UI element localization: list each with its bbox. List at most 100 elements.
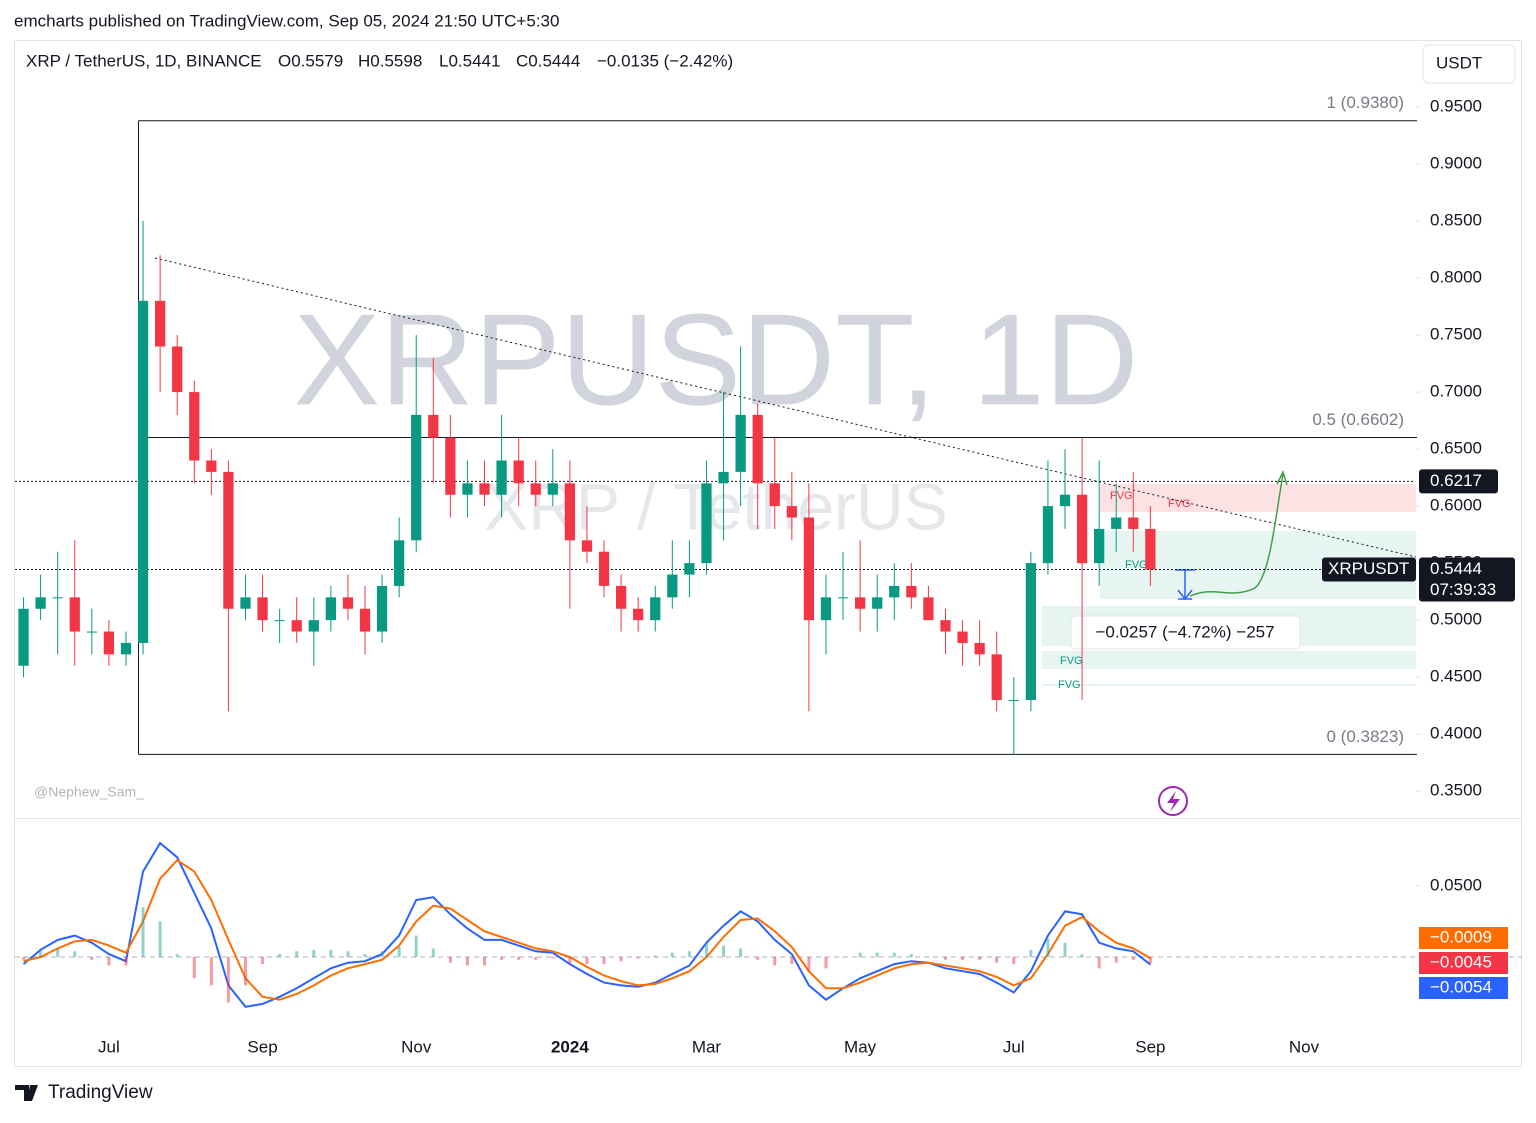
x-tick-label: Nov (1289, 1037, 1320, 1056)
countdown: 07:39:33 (1430, 580, 1496, 599)
histogram-bar (961, 956, 965, 960)
histogram-bar (892, 952, 896, 957)
candle-body (650, 597, 661, 621)
y-tick-label: 0.4500 (1430, 667, 1482, 686)
histogram-bar (243, 956, 247, 986)
currency[interactable]: USDT (1436, 53, 1482, 72)
ohlc-high: H0.5598 (358, 51, 422, 70)
histogram-bar (90, 956, 94, 960)
ohlc-low: L0.5441 (439, 51, 500, 70)
author: @Nephew_Sam_ (34, 784, 144, 800)
candle-body (69, 597, 80, 632)
histogram-bar (1131, 956, 1135, 960)
histogram-bar (1063, 942, 1067, 957)
histogram-bar (687, 951, 691, 957)
histogram-bar (739, 948, 743, 957)
candle-body (633, 608, 644, 621)
candle-body (957, 631, 968, 643)
candle-body (598, 551, 610, 586)
y-tick-label: 0.7500 (1430, 325, 1482, 344)
histogram-bar (551, 956, 555, 959)
candle-body (906, 585, 917, 598)
histogram-bar (158, 921, 162, 957)
histogram-bar (124, 956, 128, 966)
candle-body (257, 597, 268, 621)
x-tick-label: Mar (692, 1037, 722, 1056)
candle-body (769, 483, 780, 507)
x-tick-label: Nov (401, 1037, 432, 1056)
indicator-tag-label: −0.0009 (1430, 927, 1492, 946)
alert-icon-bolt (1167, 791, 1180, 812)
histogram-bar (858, 952, 862, 957)
fvg-label: FVG (1058, 679, 1081, 691)
fvg-label: FVG (1110, 490, 1133, 502)
candle-body (86, 631, 97, 633)
candle-body (1128, 517, 1139, 529)
currency-button[interactable] (1422, 44, 1516, 84)
symbol: XRP / TetherUS, 1D, BINANCE (26, 51, 262, 70)
candle-body (1076, 494, 1088, 564)
candle-body (581, 540, 593, 552)
candle-body (496, 460, 507, 495)
candle-body (411, 414, 422, 541)
header: XRP / TetherUS, 1D, BINANCE O0.5579 H0.5… (26, 51, 733, 70)
alert-icon[interactable] (1158, 786, 1188, 816)
histogram-bar (346, 951, 350, 957)
projection-arrow (1189, 473, 1284, 597)
histogram-bar (175, 954, 179, 957)
histogram-bar (39, 949, 43, 957)
y-tick-label: 0.7000 (1430, 382, 1482, 401)
fvg-zone (1042, 651, 1416, 669)
candle-body (513, 460, 524, 484)
y-tick-label: 0.8000 (1430, 268, 1482, 287)
y-tick-label: 0.9000 (1430, 154, 1482, 173)
fvg-label: FVG (1168, 498, 1191, 510)
brand: TradingView (48, 1082, 153, 1103)
y-tick-label: 0.0500 (1430, 875, 1482, 894)
candle-body (1025, 563, 1036, 700)
x-tick-label: May (844, 1037, 877, 1056)
candle-body (872, 597, 883, 609)
candle-body (786, 506, 797, 518)
histogram-bar (483, 956, 487, 966)
histogram-bar (841, 956, 845, 958)
watermark: XRPUSDT, 1D (293, 286, 1138, 432)
change: −0.0135 (−2.42%) (597, 51, 733, 70)
histogram-bar (790, 956, 794, 965)
histogram-bar (448, 956, 452, 963)
histogram-bar (1012, 956, 1016, 965)
fib-label: 0 (0.3823) (1327, 727, 1405, 746)
histogram-bar (824, 956, 828, 969)
indicator-tag-label: −0.0045 (1430, 952, 1492, 971)
candle-body (376, 585, 388, 632)
histogram-bar (312, 949, 316, 957)
histogram-bar (909, 954, 913, 957)
histogram-bar (278, 954, 282, 957)
candle-body (923, 597, 934, 621)
histogram-bar (1080, 954, 1084, 957)
y-tick-label: 0.6500 (1430, 439, 1482, 458)
last-price-name-tag (1322, 557, 1416, 582)
ohlc-open: O0.5579 (278, 51, 343, 70)
candle-body (837, 597, 849, 599)
histogram-bar (1029, 949, 1033, 957)
histogram-bar (995, 956, 999, 963)
candle-body (479, 483, 490, 495)
candle-body (615, 585, 627, 609)
candle-body (803, 517, 815, 621)
histogram-bar (585, 956, 589, 965)
fvg-label: FVG (1125, 559, 1148, 571)
ohlc-close: C0.5444 (516, 51, 580, 70)
brand-logo (15, 1085, 38, 1101)
candle-body (308, 620, 319, 632)
projection-arrow-head (1276, 469, 1288, 486)
indicator-tag (1419, 952, 1508, 974)
candle-body (18, 608, 29, 666)
indicator-tag-label: −0.0054 (1430, 977, 1492, 996)
candle-body (35, 597, 46, 609)
watermark-name: XRP / TetherUS (484, 469, 947, 543)
histogram-bar (943, 956, 947, 960)
candle-body (342, 597, 354, 609)
histogram-bar (756, 956, 760, 960)
y-tick-label: 0.6000 (1430, 496, 1482, 515)
